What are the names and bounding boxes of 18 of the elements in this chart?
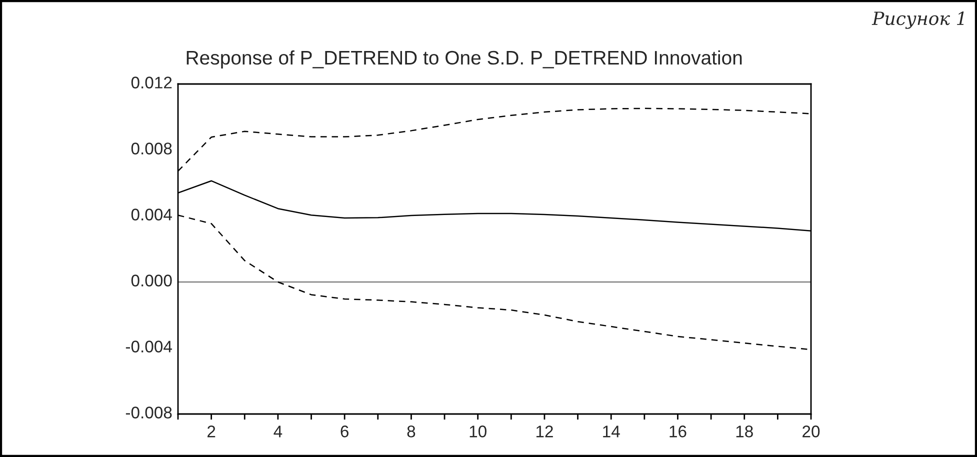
x-tick-label: 10 bbox=[470, 426, 486, 438]
y-tick-label: 0.008 bbox=[131, 142, 172, 154]
y-tick-label: 0.000 bbox=[131, 274, 172, 286]
chart-title: Response of P_DETREND to One S.D. P_DETREND Innovation bbox=[186, 50, 742, 68]
x-tick-label: 4 bbox=[274, 426, 282, 438]
y-tick-label: 0.004 bbox=[131, 208, 172, 220]
x-tick-label: 6 bbox=[340, 426, 348, 438]
text: Рисунок 1 bbox=[872, 11, 964, 29]
x-tick-label: 12 bbox=[536, 426, 553, 438]
x-tick-label: 20 bbox=[802, 426, 820, 438]
x-tick-label: 18 bbox=[736, 426, 753, 438]
y-tick-label: -0.008 bbox=[126, 406, 172, 418]
x-tick-label: 2 bbox=[208, 426, 216, 438]
y-tick-label: 0.012 bbox=[131, 76, 172, 88]
x-tick-label: 14 bbox=[603, 426, 620, 438]
y-tick-label: -0.004 bbox=[126, 340, 172, 352]
x-tick-label: 8 bbox=[407, 426, 416, 438]
x-tick-label: 16 bbox=[670, 426, 686, 438]
